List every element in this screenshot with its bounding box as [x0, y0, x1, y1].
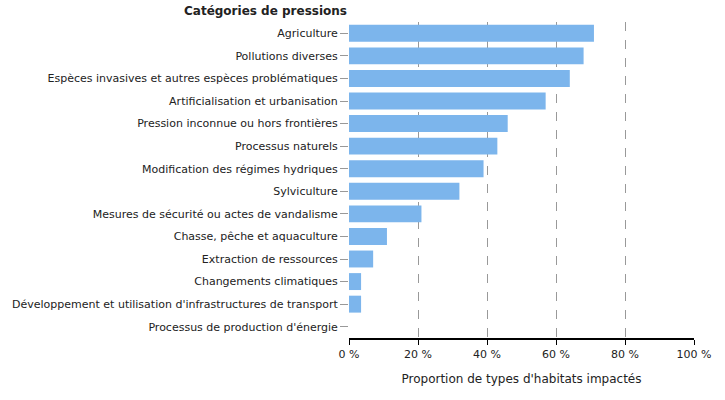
svg-text:Modification des régimes hydri: Modification des régimes hydriques [142, 163, 338, 176]
svg-text:60 %: 60 % [542, 348, 570, 361]
svg-text:20 %: 20 % [404, 348, 432, 361]
svg-text:Chasse, pêche et aquaculture: Chasse, pêche et aquaculture [174, 230, 338, 243]
svg-text:Artificialisation et urbanisat: Artificialisation et urbanisation [169, 95, 338, 108]
svg-text:Mesures de sécurité ou actes d: Mesures de sécurité ou actes de vandalis… [93, 208, 338, 221]
svg-text:Espèces invasives et autres es: Espèces invasives et autres espèces prob… [48, 72, 339, 85]
svg-text:80 %: 80 % [611, 348, 639, 361]
svg-text:Agriculture: Agriculture [277, 27, 338, 40]
svg-text:Extraction de ressources: Extraction de ressources [202, 253, 338, 266]
svg-text:Processus de production d'éner: Processus de production d'énergie [148, 321, 338, 334]
svg-text:Changements climatiques: Changements climatiques [194, 275, 338, 288]
svg-text:Développement et utilisation d: Développement et utilisation d'infrastru… [12, 298, 338, 311]
svg-text:Pression inconnue ou hors fron: Pression inconnue ou hors frontières [137, 117, 338, 130]
svg-text:Sylviculture: Sylviculture [273, 185, 338, 198]
svg-text:Pollutions diverses: Pollutions diverses [235, 50, 338, 63]
svg-text:0 %: 0 % [339, 348, 360, 361]
svg-text:Processus naturels: Processus naturels [235, 140, 338, 153]
svg-text:Catégories de pressions: Catégories de pressions [184, 4, 347, 18]
svg-text:100 %: 100 % [677, 348, 712, 361]
svg-text:40 %: 40 % [473, 348, 501, 361]
svg-text:Proportion de types d'habitats: Proportion de types d'habitats impactés [401, 372, 641, 386]
